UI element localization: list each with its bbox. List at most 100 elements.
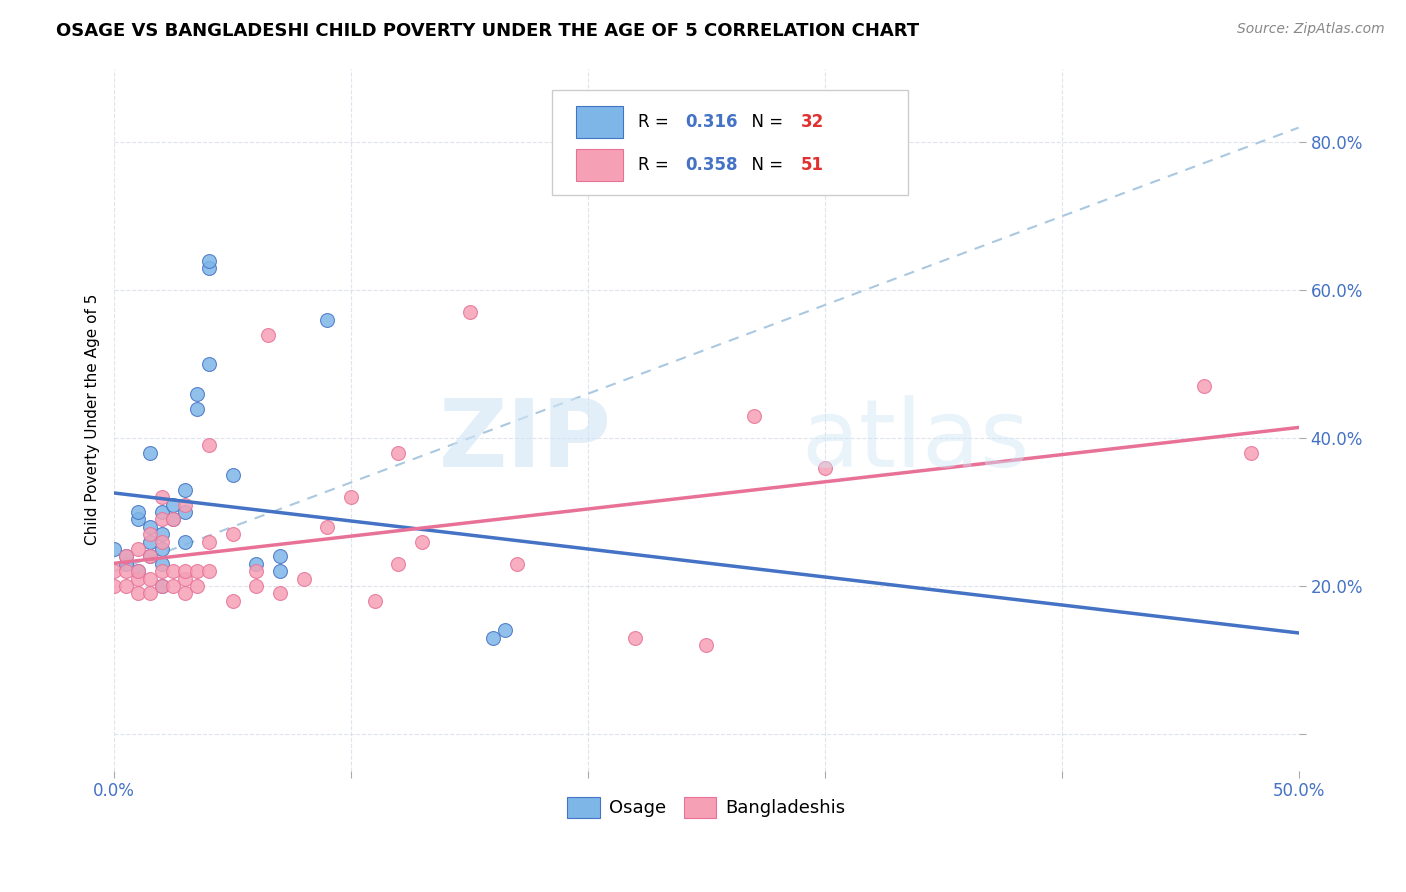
Point [162, 512, 184, 526]
Point [127, 586, 149, 600]
Point [269, 549, 291, 564]
Point [115, 549, 138, 564]
Point [186, 579, 208, 593]
Text: Source: ZipAtlas.com: Source: ZipAtlas.com [1237, 22, 1385, 37]
Text: N =: N = [741, 156, 789, 174]
Point [269, 586, 291, 600]
Point [174, 483, 197, 497]
Point [162, 564, 184, 578]
Text: R =: R = [638, 156, 673, 174]
Text: R =: R = [638, 113, 673, 131]
Point [174, 572, 197, 586]
Point [1192, 379, 1215, 393]
Point [150, 564, 173, 578]
Point [162, 512, 184, 526]
Point [150, 512, 173, 526]
Point [174, 498, 197, 512]
Point [138, 527, 160, 541]
FancyBboxPatch shape [576, 106, 623, 138]
Point [127, 572, 149, 586]
Point [127, 564, 149, 578]
Text: 32: 32 [801, 113, 824, 131]
Point [198, 357, 221, 371]
Point [115, 579, 138, 593]
Point [186, 386, 208, 401]
FancyBboxPatch shape [576, 149, 623, 181]
Point [103, 541, 125, 556]
Point [127, 505, 149, 519]
Point [198, 534, 221, 549]
Point [316, 520, 339, 534]
Point [162, 498, 184, 512]
Text: 51: 51 [801, 156, 824, 174]
Text: N =: N = [741, 113, 789, 131]
Point [115, 564, 138, 578]
Point [1240, 446, 1263, 460]
Point [150, 534, 173, 549]
Point [138, 520, 160, 534]
Point [292, 572, 315, 586]
Point [150, 527, 173, 541]
Point [138, 446, 160, 460]
Point [138, 549, 160, 564]
Y-axis label: Child Poverty Under the Age of 5: Child Poverty Under the Age of 5 [86, 294, 100, 545]
Point [221, 527, 243, 541]
Point [198, 261, 221, 276]
Point [150, 490, 173, 504]
Point [814, 460, 837, 475]
Point [269, 564, 291, 578]
Point [186, 401, 208, 416]
Point [340, 490, 363, 504]
Point [221, 468, 243, 483]
Point [174, 586, 197, 600]
Point [387, 446, 409, 460]
Point [257, 327, 280, 342]
Point [162, 579, 184, 593]
Point [364, 593, 387, 607]
Point [138, 534, 160, 549]
Text: 0.358: 0.358 [685, 156, 738, 174]
Point [127, 564, 149, 578]
Point [138, 586, 160, 600]
Point [245, 557, 267, 571]
Text: OSAGE VS BANGLADESHI CHILD POVERTY UNDER THE AGE OF 5 CORRELATION CHART: OSAGE VS BANGLADESHI CHILD POVERTY UNDER… [56, 22, 920, 40]
Point [742, 409, 765, 423]
Point [174, 534, 197, 549]
Point [221, 593, 243, 607]
Point [245, 564, 267, 578]
Point [127, 512, 149, 526]
Point [506, 557, 529, 571]
Point [138, 572, 160, 586]
Point [494, 624, 516, 638]
Point [174, 564, 197, 578]
Point [103, 564, 125, 578]
Point [695, 638, 717, 652]
Point [482, 631, 505, 645]
Point [186, 564, 208, 578]
Point [150, 579, 173, 593]
Point [127, 541, 149, 556]
Point [198, 438, 221, 452]
Text: ZIP: ZIP [439, 394, 612, 487]
Point [138, 549, 160, 564]
Point [150, 557, 173, 571]
Point [245, 579, 267, 593]
Point [387, 557, 409, 571]
Point [150, 505, 173, 519]
Point [316, 313, 339, 327]
Point [103, 579, 125, 593]
Point [174, 505, 197, 519]
Point [411, 534, 433, 549]
Point [458, 305, 481, 319]
Text: 0.316: 0.316 [685, 113, 738, 131]
Point [115, 549, 138, 564]
Point [115, 557, 138, 571]
Text: atlas: atlas [801, 394, 1029, 487]
FancyBboxPatch shape [553, 89, 908, 195]
Point [150, 579, 173, 593]
Point [150, 541, 173, 556]
Point [624, 631, 647, 645]
Point [198, 253, 221, 268]
Point [198, 564, 221, 578]
Legend: Osage, Bangladeshis: Osage, Bangladeshis [560, 789, 853, 825]
